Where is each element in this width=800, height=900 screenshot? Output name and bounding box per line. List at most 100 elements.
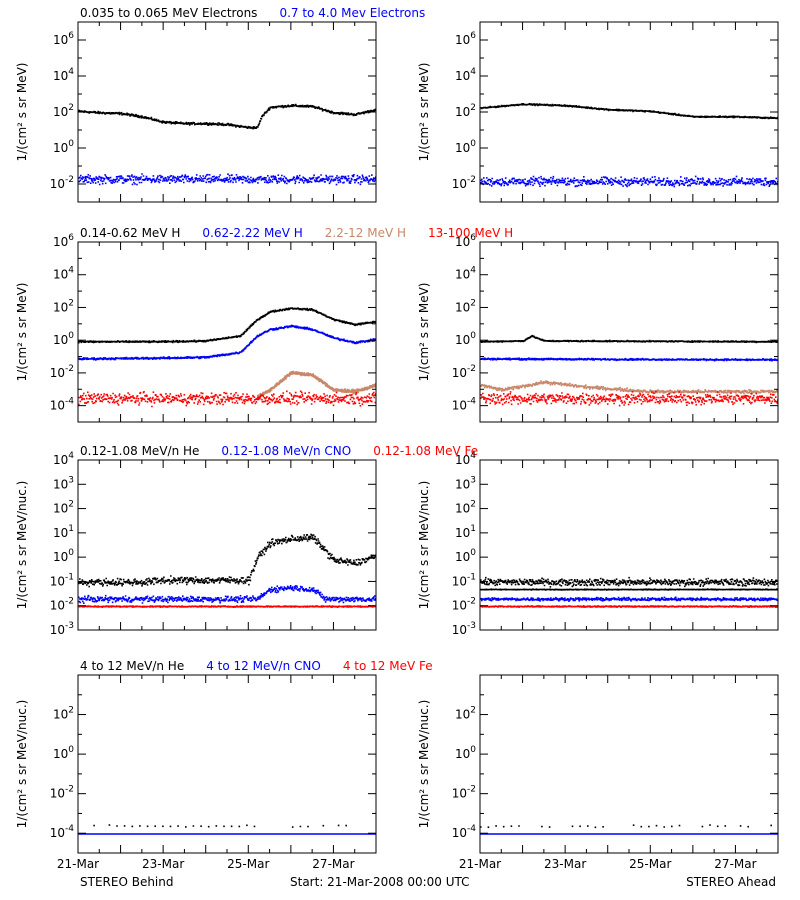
y-tick-label: 106 xyxy=(455,233,476,249)
y-tick-label: 104 xyxy=(455,67,476,83)
y-axis-label: 1/(cm² s sr MeV/nuc.) xyxy=(15,700,29,829)
series-blue-0 xyxy=(480,833,778,835)
series-red-3 xyxy=(78,390,376,408)
legend-entry: 0.12-1.08 MeV/n CNO xyxy=(221,444,351,458)
y-tick-label: 10-4 xyxy=(50,397,75,413)
y-tick-label: 102 xyxy=(455,298,476,314)
series-blue-1 xyxy=(480,175,778,188)
protons-panel-ahead: 10-4 10-2 100 102 104 106 1/(cm² s sr MeV) xyxy=(417,233,779,423)
y-tick-label: 100 xyxy=(455,331,476,347)
plot-frame xyxy=(479,459,779,631)
series-black-0 xyxy=(78,103,376,130)
footer-left: STEREO Behind xyxy=(80,875,174,889)
y-tick-label: 100 xyxy=(53,548,74,564)
series-black-0 xyxy=(480,334,778,344)
series-black-1 xyxy=(480,824,772,829)
legend-entry: 0.62-2.22 MeV H xyxy=(202,226,302,240)
y-tick-label: 100 xyxy=(455,745,476,761)
x-tick-label: 27-Mar xyxy=(714,857,756,871)
electrons-legend: 0.035 to 0.065 MeV Electrons 0.7 to 4.0 M… xyxy=(80,6,425,20)
y-tick-label: 10-2 xyxy=(50,364,74,380)
legend-entry: 0.035 to 0.065 MeV Electrons xyxy=(80,6,257,20)
y-tick-label: 104 xyxy=(53,451,74,467)
y-tick-label: 101 xyxy=(53,524,74,540)
plot-frame xyxy=(77,674,377,854)
series-blue-1 xyxy=(480,357,778,362)
y-tick-label: 102 xyxy=(53,706,74,722)
data-points xyxy=(480,824,778,835)
data-points xyxy=(78,103,376,186)
y-tick-label: 10-2 xyxy=(452,175,476,191)
series-black-1 xyxy=(93,824,376,828)
y-tick-label: 106 xyxy=(53,31,74,47)
data-points xyxy=(78,824,376,835)
plot-frame xyxy=(479,674,779,854)
y-tick-label: 100 xyxy=(53,139,74,155)
data-points xyxy=(78,307,376,408)
y-tick-label: 104 xyxy=(455,451,476,467)
legend-entry: 4 to 12 MeV Fe xyxy=(343,659,433,673)
heavy-high-panel-behind: 10-4 10-2 100 102 21-Mar 23-Mar 25-Mar 27-Mar 1/… xyxy=(15,674,377,871)
legend-entry: 0.14-0.62 MeV H xyxy=(80,226,180,240)
data-points xyxy=(480,576,778,608)
legend-entry: 4 to 12 MeV/n He xyxy=(80,659,184,673)
series-blue-1 xyxy=(78,585,376,604)
y-tick-label: 10-2 xyxy=(452,785,476,801)
y-tick-label: 100 xyxy=(455,548,476,564)
data-points xyxy=(78,533,376,608)
legend-entry: 4 to 12 MeV/n CNO xyxy=(206,659,321,673)
y-tick-label: 10-2 xyxy=(452,364,476,380)
series-red-3 xyxy=(480,390,778,407)
y-tick-label: 106 xyxy=(53,233,74,249)
x-tick-label: 23-Mar xyxy=(544,857,586,871)
footer-right: STEREO Ahead xyxy=(686,875,776,889)
legend-entry: 0.12-1.08 MeV Fe xyxy=(373,444,478,458)
electrons-panel-behind: 10-2 100 102 104 106 1/(cm² s sr MeV) xyxy=(15,21,377,203)
series-tan-2 xyxy=(480,380,778,395)
y-axis-label: 1/(cm² s sr MeV) xyxy=(417,283,431,382)
heavy-high-panel-ahead: 10-4 10-2 100 102 21-Mar 23-Mar 25-Mar 27-Mar 1/… xyxy=(417,674,779,871)
heavy-low-legend: 0.12-1.08 MeV/n He 0.12-1.08 MeV/n CNO 0.1… xyxy=(80,444,478,458)
y-tick-label: 10-4 xyxy=(452,824,477,840)
data-points xyxy=(480,334,778,407)
y-axis-label: 1/(cm² s sr MeV/nuc.) xyxy=(417,481,431,610)
plot-frame xyxy=(77,241,377,423)
y-tick-label: 104 xyxy=(53,266,74,282)
heavy-low-panel-ahead: 10-3 10-2 10-1 100 101 102 103 104 1/(cm² s sr M… xyxy=(417,451,779,637)
y-tick-label: 104 xyxy=(455,266,476,282)
y-tick-label: 103 xyxy=(455,475,476,491)
series-black-0 xyxy=(480,588,778,591)
y-tick-label: 100 xyxy=(455,139,476,155)
y-tick-label: 10-1 xyxy=(452,572,476,588)
series-red-2 xyxy=(78,605,376,608)
series-black-1 xyxy=(480,576,778,588)
y-tick-label: 10-1 xyxy=(50,572,74,588)
heavy-high-legend: 4 to 12 MeV/n He 4 to 12 MeV/n CNO 4 to 12… xyxy=(80,659,433,673)
y-axis-label: 1/(cm² s sr MeV/nuc.) xyxy=(417,700,431,829)
x-tick-label: 21-Mar xyxy=(459,857,501,871)
plot-frame xyxy=(77,459,377,631)
plot-frame xyxy=(479,21,779,203)
y-tick-label: 10-2 xyxy=(50,175,74,191)
y-tick-label: 102 xyxy=(53,500,74,516)
y-axis-label: 1/(cm² s sr MeV) xyxy=(15,63,29,162)
y-tick-label: 10-3 xyxy=(452,621,476,637)
data-points xyxy=(480,103,778,188)
series-blue-2 xyxy=(480,596,778,602)
series-tan-2 xyxy=(256,370,376,399)
y-tick-label: 102 xyxy=(53,298,74,314)
x-tick-label: 21-Mar xyxy=(57,857,99,871)
y-tick-label: 101 xyxy=(455,524,476,540)
legend-entry: 13-100 MeV H xyxy=(428,226,513,240)
series-black-0 xyxy=(78,533,376,588)
series-blue-0 xyxy=(78,833,376,835)
series-blue-1 xyxy=(78,173,376,186)
x-tick-label: 27-Mar xyxy=(312,857,354,871)
y-tick-label: 10-2 xyxy=(452,597,476,613)
y-tick-label: 100 xyxy=(53,745,74,761)
electrons-panel-ahead: 10-2 100 102 104 106 1/(cm² s sr MeV) xyxy=(417,21,779,203)
y-tick-label: 102 xyxy=(53,103,74,119)
heavy-low-panel-behind: 10-3 10-2 10-1 100 101 102 103 104 1/(cm² s sr M… xyxy=(15,451,377,637)
legend-entry: 0.7 to 4.0 Mev Electrons xyxy=(279,6,425,20)
